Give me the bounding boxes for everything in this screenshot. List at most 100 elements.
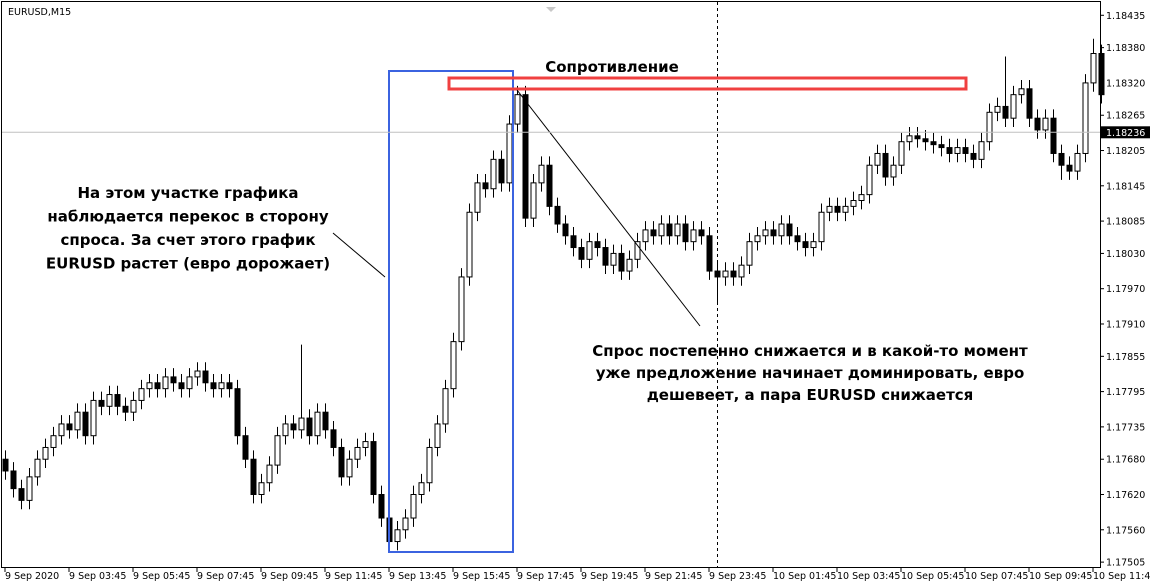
candle-body [346, 458, 353, 478]
candle-body [810, 241, 817, 249]
x-tick-label: 9 Sep 11:45 [325, 571, 382, 582]
candle-body [210, 382, 217, 390]
candle-body [586, 241, 593, 260]
candle-body [490, 158, 497, 190]
candle-body [610, 252, 617, 266]
candle-body [1010, 94, 1017, 119]
candle-body [626, 258, 633, 272]
y-tick-label: 1.18320 [1106, 78, 1145, 89]
candle-body [274, 435, 281, 466]
candle-body [722, 270, 729, 278]
x-tick-label: 9 Sep 2020 [5, 571, 59, 582]
candle-body [970, 152, 977, 160]
candle-body [994, 105, 1001, 113]
candle-body [74, 411, 81, 431]
candle-body [762, 229, 769, 237]
candle-body [986, 111, 993, 143]
candle-body [602, 247, 609, 266]
candle-body [394, 529, 401, 543]
candle-body [242, 435, 249, 460]
candle-body [1074, 152, 1081, 172]
candle-body [746, 241, 753, 266]
candle-body [706, 235, 713, 272]
x-tick-label: 9 Sep 15:45 [453, 571, 510, 582]
candle-body [26, 476, 33, 501]
y-tick-label: 1.17560 [1106, 525, 1145, 536]
x-tick-label: 10 Sep 07:45 [965, 571, 1028, 582]
candle-body [258, 482, 265, 496]
candle-body [130, 399, 137, 413]
candle-body [578, 247, 585, 260]
candle-body [850, 200, 857, 207]
candle-body [922, 138, 929, 143]
candle-body [1098, 53, 1105, 96]
candle-body [1066, 164, 1073, 172]
candle-body [730, 270, 737, 278]
candle-body [882, 152, 889, 178]
candle-body [362, 441, 369, 448]
candle-body [170, 376, 177, 384]
candle-body [306, 417, 313, 437]
candle-body [282, 423, 289, 437]
x-tick-label: 9 Sep 07:45 [197, 571, 254, 582]
annotation: На этом участке графика [77, 184, 298, 202]
x-tick-label: 9 Sep 17:45 [517, 571, 574, 582]
x-tick-label: 9 Sep 21:45 [645, 571, 702, 582]
x-tick-label: 9 Sep 23:45 [709, 571, 766, 582]
candle-body [538, 164, 545, 184]
y-tick-label: 1.18265 [1106, 111, 1145, 122]
candle-body [442, 388, 449, 425]
candle-body [458, 276, 465, 343]
annotation: Сопротивление [545, 58, 679, 76]
candle-body [530, 182, 537, 219]
candle-body [2, 458, 9, 472]
candle-body [1082, 82, 1089, 154]
candle-body [234, 388, 241, 437]
candle-body [178, 382, 185, 390]
candle-body [866, 164, 873, 196]
x-tick-label: 10 Sep 01:45 [773, 571, 836, 582]
candle-body [66, 423, 73, 431]
scroll-marker [546, 7, 556, 12]
x-tick-label: 9 Sep 19:45 [581, 571, 638, 582]
x-tick-label: 10 Sep 11:45 [1093, 571, 1151, 582]
demand-box [388, 70, 514, 553]
candle-body [650, 229, 657, 237]
current-price-label: 1.18236 [1106, 128, 1145, 139]
candle-body [370, 441, 377, 496]
candle-body [186, 376, 193, 390]
candle-body [738, 264, 745, 278]
pointer-line [332, 232, 386, 278]
plot-frame [1, 1, 1101, 568]
candle-body [138, 388, 145, 401]
candle-body [474, 182, 481, 213]
annotation: Спрос постепенно снижается и в какой-то … [592, 342, 1028, 360]
candle-body [658, 223, 665, 237]
candle-body [498, 158, 505, 184]
candle-body [290, 423, 297, 431]
y-tick-label: 1.17970 [1106, 284, 1145, 295]
candle-body [426, 446, 433, 484]
candle-body [418, 482, 425, 496]
y-tick-label: 1.17855 [1106, 352, 1145, 363]
candle-body [266, 464, 273, 484]
candle-body [506, 123, 513, 184]
candle-body [18, 488, 25, 501]
x-tick-label: 9 Sep 09:45 [261, 571, 318, 582]
candle-body [754, 235, 761, 243]
resistance-box [447, 76, 968, 91]
candle-body [802, 241, 809, 249]
candle-body [834, 205, 841, 213]
candle-body [938, 144, 945, 149]
candle-body [890, 164, 897, 178]
candle-body [402, 517, 409, 531]
candle-body [218, 382, 225, 390]
x-tick-label: 10 Sep 09:45 [1029, 571, 1092, 582]
x-tick-label: 9 Sep 13:45 [389, 571, 446, 582]
candle-body [202, 370, 209, 384]
y-tick-label: 1.18380 [1106, 43, 1145, 54]
candle-body [122, 405, 129, 413]
candle-body [434, 423, 441, 448]
candle-body [50, 435, 57, 448]
